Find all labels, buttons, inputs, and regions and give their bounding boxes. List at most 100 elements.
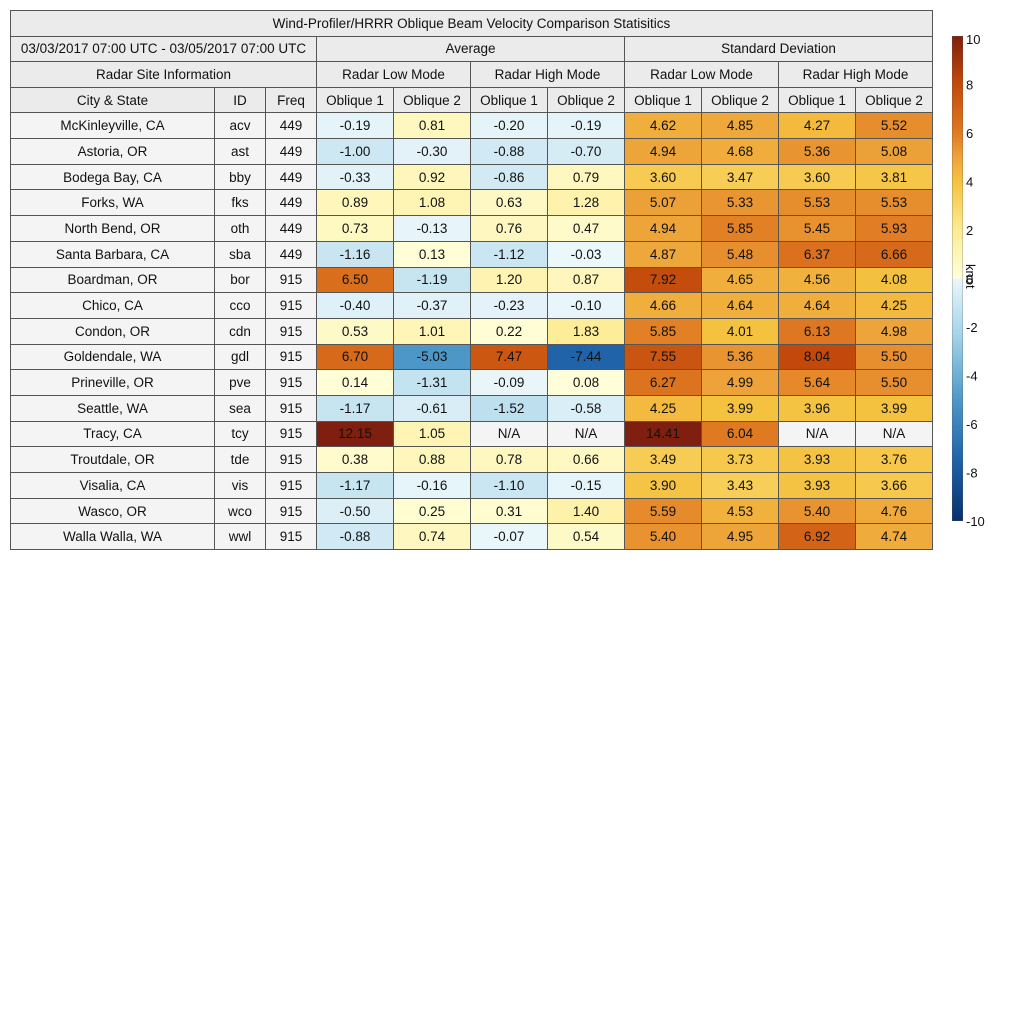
value-cell: 3.90	[624, 472, 702, 499]
value-cell: 7.92	[624, 266, 702, 294]
value-cell: -0.61	[393, 394, 471, 422]
site-freq-cell: 449	[265, 138, 317, 165]
value-cell: 5.50	[855, 343, 933, 371]
value-cell: -1.17	[316, 472, 394, 499]
value-cell: 1.83	[547, 317, 625, 345]
value-cell: -1.10	[470, 472, 548, 499]
value-cell: -0.20	[470, 112, 548, 140]
value-cell: 0.88	[393, 446, 471, 473]
site-id-cell: gdl	[214, 343, 266, 371]
value-cell: 4.64	[778, 292, 856, 319]
value-cell: 4.62	[624, 112, 702, 140]
table-row: Tracy, CA tcy 915 12.15 1.05 N/A N/A 14.41 6.04 N…	[10, 420, 933, 448]
value-cell: 5.40	[624, 523, 702, 551]
table-row: Chico, CA cco 915 -0.40 -0.37 -0.23 -0.10 4.66 4…	[10, 292, 933, 319]
value-cell: -1.16	[316, 240, 394, 268]
value-cell: 5.52	[855, 112, 933, 140]
table-row: Condon, OR cdn 915 0.53 1.01 0.22 1.83 5.85 4.01…	[10, 317, 933, 345]
site-city-cell: Condon, OR	[10, 317, 215, 345]
site-freq-cell: 915	[265, 523, 317, 551]
site-id-cell: ast	[214, 138, 266, 165]
site-freq-cell: 915	[265, 420, 317, 448]
colorbar-tick-label: 2	[966, 223, 973, 238]
table-row: Santa Barbara, CA sba 449 -1.16 0.13 -1.12 -0.…	[10, 240, 933, 268]
value-cell: 4.98	[855, 317, 933, 345]
date-range: 03/03/2017 07:00 UTC - 03/05/2017 07:00 …	[10, 35, 317, 63]
colorbar-tick-label: -10	[966, 514, 985, 529]
value-cell: -0.23	[470, 292, 548, 319]
site-id-cell: sea	[214, 394, 266, 422]
site-city-cell: McKinleyville, CA	[10, 112, 215, 140]
avg-low-mode-header: Radar Low Mode	[316, 61, 471, 88]
value-cell: 0.81	[393, 112, 471, 140]
value-cell: 3.76	[855, 446, 933, 473]
value-cell: 5.36	[778, 138, 856, 165]
city-column-header: City & State	[10, 86, 215, 114]
value-cell: 5.53	[778, 189, 856, 217]
site-id-cell: bby	[214, 163, 266, 191]
value-cell: 6.70	[316, 343, 394, 371]
value-cell: -0.10	[547, 292, 625, 319]
site-id-cell: tcy	[214, 420, 266, 448]
value-cell: 5.40	[778, 497, 856, 525]
colorbar: 10 8 6 4 2 0 -2 -4 -6 -8 -10	[952, 32, 1012, 529]
value-cell: 0.74	[393, 523, 471, 551]
std-low-mode-header: Radar Low Mode	[624, 61, 779, 88]
value-cell: N/A	[778, 420, 856, 448]
freq-column-header: Freq	[265, 86, 317, 114]
value-cell: 1.05	[393, 420, 471, 448]
value-cell: 3.99	[701, 394, 779, 422]
colorbar-ticks: 10 8 6 4 2 0 -2 -4 -6 -8 -10	[966, 32, 985, 529]
colorbar-tick-label: 8	[966, 78, 973, 93]
site-freq-cell: 915	[265, 472, 317, 499]
value-cell: 4.65	[701, 266, 779, 294]
site-id-cell: cco	[214, 292, 266, 319]
table-row: Troutdale, OR tde 915 0.38 0.88 0.78 0.66 3.49 3…	[10, 446, 933, 473]
site-id-cell: wco	[214, 497, 266, 525]
value-cell: 5.64	[778, 369, 856, 396]
table-row: North Bend, OR oth 449 0.73 -0.13 0.76 0.47 4.9…	[10, 215, 933, 242]
site-freq-cell: 449	[265, 240, 317, 268]
value-cell: 0.76	[470, 215, 548, 242]
value-cell: 0.66	[547, 446, 625, 473]
colorbar-tick-label: 0	[966, 272, 973, 287]
id-column-header: ID	[214, 86, 266, 114]
value-cell: -0.88	[316, 523, 394, 551]
value-cell: 6.27	[624, 369, 702, 396]
value-cell: N/A	[547, 420, 625, 448]
value-cell: 14.41	[624, 420, 702, 448]
value-cell: 5.33	[701, 189, 779, 217]
colorbar-tick-label: 10	[966, 32, 980, 47]
value-cell: 0.87	[547, 266, 625, 294]
value-cell: 4.94	[624, 215, 702, 242]
site-freq-cell: 449	[265, 163, 317, 191]
value-cell: 0.14	[316, 369, 394, 396]
value-cell: 5.85	[624, 317, 702, 345]
value-cell: N/A	[470, 420, 548, 448]
site-city-cell: Tracy, CA	[10, 420, 215, 448]
colorbar-tick-label: -6	[966, 417, 978, 432]
table-row: Astoria, OR ast 449 -1.00 -0.30 -0.88 -0.70 4.9…	[10, 138, 933, 165]
value-cell: -0.30	[393, 138, 471, 165]
value-cell: -0.40	[316, 292, 394, 319]
avg-low-oblique1-header: Oblique 1	[316, 86, 394, 114]
avg-high-oblique1-header: Oblique 1	[470, 86, 548, 114]
colorbar-tick-label: 4	[966, 175, 973, 190]
value-cell: 4.01	[701, 317, 779, 345]
table-row: Prineville, OR pve 915 0.14 -1.31 -0.09 0.08 6.…	[10, 369, 933, 396]
colorbar-tick-label: 6	[966, 126, 973, 141]
value-cell: -0.16	[393, 472, 471, 499]
value-cell: -1.00	[316, 138, 394, 165]
value-cell: 3.99	[855, 394, 933, 422]
value-cell: 5.08	[855, 138, 933, 165]
value-cell: -7.44	[547, 343, 625, 371]
table-row: Boardman, OR bor 915 6.50 -1.19 1.20 0.87 7.92 4…	[10, 266, 933, 294]
value-cell: 5.50	[855, 369, 933, 396]
value-cell: 4.68	[701, 138, 779, 165]
value-cell: 4.94	[624, 138, 702, 165]
site-city-cell: Troutdale, OR	[10, 446, 215, 473]
avg-high-oblique2-header: Oblique 2	[547, 86, 625, 114]
value-cell: 4.76	[855, 497, 933, 525]
value-cell: 3.81	[855, 163, 933, 191]
avg-high-mode-header: Radar High Mode	[470, 61, 625, 88]
